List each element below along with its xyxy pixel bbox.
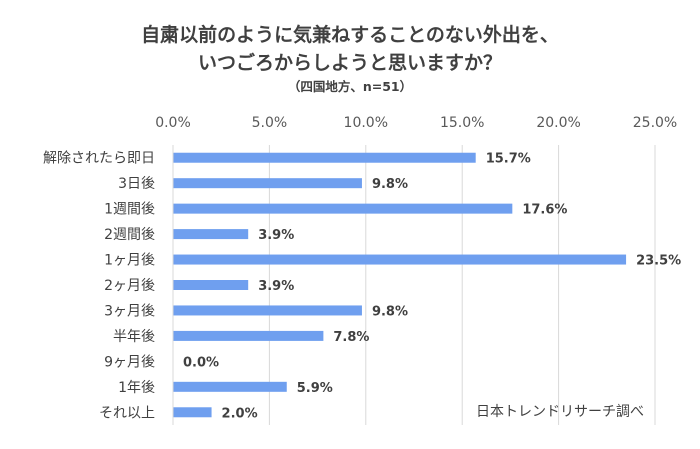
bar (173, 330, 324, 341)
chart-title-line-1: 自粛以前のように気兼ねすることのない外出を、 (141, 24, 559, 46)
data-label: 9.8% (372, 304, 408, 319)
category-label: 2ヶ月後 (104, 278, 155, 294)
chart-title-line-2: いつごろからしようと思いますか？ (197, 52, 502, 74)
x-tick-label: 5.0% (252, 115, 288, 131)
x-tick-label: 15.0% (440, 115, 484, 131)
bar (173, 203, 513, 214)
category-label: 1年後 (118, 380, 155, 396)
category-label: 3日後 (118, 176, 155, 192)
data-label: 5.9% (297, 381, 333, 396)
category-label: それ以上 (99, 405, 155, 421)
bar (173, 407, 212, 418)
data-label: 23.5% (636, 254, 681, 269)
category-label: 9ヶ月後 (104, 354, 155, 370)
bar (173, 178, 362, 189)
data-label: 2.0% (222, 406, 258, 421)
x-tick-label: 10.0% (344, 115, 388, 131)
bar (173, 229, 249, 240)
data-label: 7.8% (333, 330, 369, 345)
category-label: 1週間後 (104, 202, 155, 218)
category-label: 1ヶ月後 (104, 253, 155, 269)
data-label: 3.9% (258, 228, 294, 243)
data-label: 3.9% (258, 279, 294, 294)
bar (173, 280, 249, 290)
x-tick-label: 25.0% (633, 115, 677, 131)
bar (173, 381, 287, 392)
x-tick-label: 0.0% (155, 115, 191, 131)
category-label: 3ヶ月後 (104, 303, 155, 319)
data-label: 0.0% (183, 355, 219, 370)
bar (173, 254, 627, 265)
bar (173, 305, 362, 316)
data-label: 17.6% (522, 203, 567, 218)
x-tick-label: 20.0% (536, 115, 580, 131)
source-credit: 日本トレンドリサーチ調べ (476, 404, 644, 420)
category-label: 解除されたら即日 (43, 151, 155, 167)
bar (173, 152, 476, 163)
category-label: 2週間後 (104, 227, 155, 243)
data-label: 9.8% (372, 177, 408, 192)
chart-subtitle: （四国地方、n=51） (287, 79, 413, 94)
category-label: 半年後 (113, 329, 155, 345)
data-label: 15.7% (486, 152, 531, 167)
